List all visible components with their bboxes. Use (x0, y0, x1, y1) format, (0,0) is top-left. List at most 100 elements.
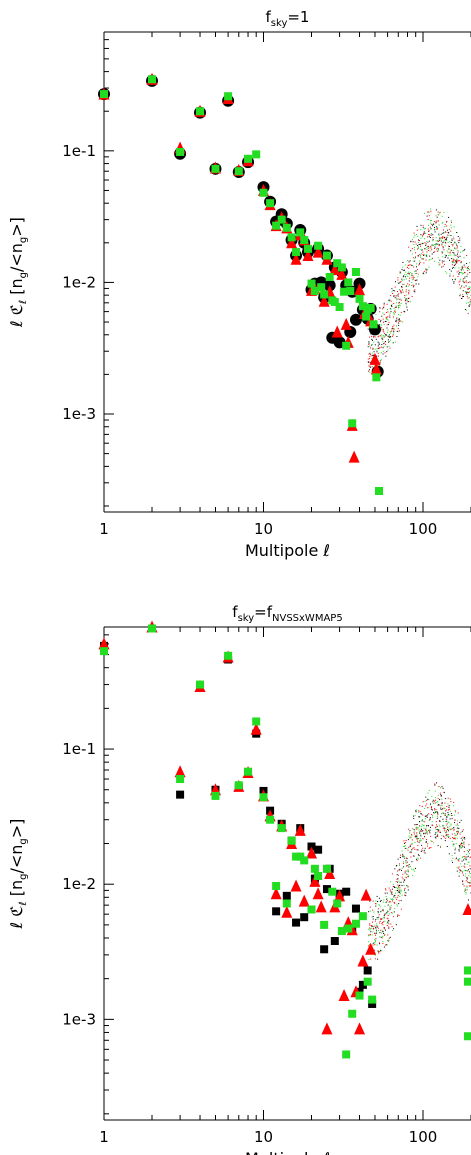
simulated-dot (411, 842, 413, 844)
simulated-dot (457, 833, 458, 835)
simulated-dot (382, 935, 384, 937)
simulated-dot (420, 224, 422, 226)
simulated-dot (374, 336, 376, 338)
simulated-dot (379, 906, 381, 908)
simulated-dot (375, 338, 377, 340)
simulated-dot (436, 801, 438, 803)
simulated-dot (453, 252, 455, 254)
simulated-dot (417, 269, 419, 270)
simulated-dot (404, 887, 406, 889)
simulated-dot (463, 257, 465, 259)
simulated-dot (463, 885, 465, 887)
data-point (358, 980, 367, 989)
simulated-dot (462, 842, 464, 844)
simulated-dot (410, 851, 412, 853)
simulated-dot (441, 262, 443, 264)
simulated-dot (454, 838, 455, 839)
simulated-dot (390, 923, 392, 925)
simulated-dot (443, 827, 445, 829)
simulated-dot (417, 241, 419, 243)
data-point (148, 75, 157, 84)
simulated-dot (418, 283, 420, 285)
simulated-dot (384, 334, 386, 336)
simulated-dot (407, 865, 409, 867)
simulated-dot (456, 260, 458, 262)
simulated-dot (437, 813, 439, 815)
simulated-dot (379, 932, 381, 934)
simulated-dot (385, 355, 387, 357)
simulated-dot (389, 336, 391, 338)
simulated-dot (399, 290, 401, 292)
simulated-dot (449, 810, 451, 812)
simulated-dot (387, 319, 389, 321)
simulated-dot (371, 916, 373, 918)
simulated-dot (414, 234, 416, 236)
simulated-dot (464, 863, 466, 865)
simulated-dot (436, 247, 438, 249)
simulated-dot (463, 855, 465, 857)
simulated-dot (435, 821, 437, 823)
simulated-dot (390, 308, 392, 310)
simulated-dot (458, 242, 460, 243)
simulated-dot (453, 827, 455, 829)
simulated-dot (382, 350, 384, 352)
simulated-dot (375, 958, 377, 960)
simulated-dot (463, 841, 465, 843)
simulated-dot (429, 832, 431, 834)
simulated-dot (442, 247, 444, 249)
simulated-dot (428, 820, 430, 822)
simulated-dot (398, 282, 400, 284)
simulated-dot (436, 835, 438, 837)
simulated-dot (435, 811, 437, 813)
simulated-dot (420, 249, 422, 251)
simulated-dot (415, 270, 417, 272)
simulated-dot (437, 801, 439, 803)
simulated-dot (407, 260, 409, 262)
simulated-dot (397, 914, 399, 916)
simulated-dot (467, 268, 469, 270)
simulated-dot (387, 316, 389, 318)
simulated-dot (444, 236, 446, 238)
simulated-dot (456, 823, 458, 825)
simulated-dot (449, 241, 451, 243)
simulated-dot (380, 929, 382, 931)
simulated-dot (451, 818, 453, 820)
simulated-dot (375, 903, 377, 905)
simulated-dot (372, 925, 374, 927)
simulated-dot (393, 307, 395, 309)
simulated-dot (407, 828, 409, 830)
simulated-dot (469, 857, 471, 859)
simulated-dot (469, 865, 471, 867)
simulated-dot (454, 265, 456, 267)
data-point (368, 995, 377, 1004)
simulated-dot (416, 225, 418, 227)
simulated-dot (420, 229, 422, 231)
simulated-dot (413, 277, 415, 278)
simulated-dot (404, 295, 406, 297)
simulated-dot (386, 900, 388, 902)
simulated-dot (418, 829, 420, 831)
simulated-dot (447, 257, 449, 259)
simulated-dot (411, 285, 413, 286)
simulated-dot (451, 238, 453, 240)
simulated-dot (390, 339, 391, 341)
data-point (310, 864, 319, 873)
simulated-dot (397, 874, 399, 876)
simulated-dot (453, 261, 455, 263)
simulated-dot (409, 264, 411, 266)
data-point (348, 1009, 357, 1018)
simulated-dot (394, 868, 396, 870)
simulated-dot (464, 866, 466, 868)
simulated-dot (425, 840, 427, 842)
simulated-dot (452, 267, 453, 269)
simulated-dot (466, 309, 467, 311)
simulated-dot (459, 869, 461, 871)
simulated-dot (437, 834, 439, 836)
simulated-dot (440, 795, 442, 796)
simulated-dot (466, 275, 468, 277)
simulated-dot (415, 836, 417, 838)
simulated-dot (458, 860, 460, 862)
simulated-dot (425, 842, 427, 843)
simulated-dot (375, 929, 377, 931)
simulated-dot (450, 254, 452, 256)
